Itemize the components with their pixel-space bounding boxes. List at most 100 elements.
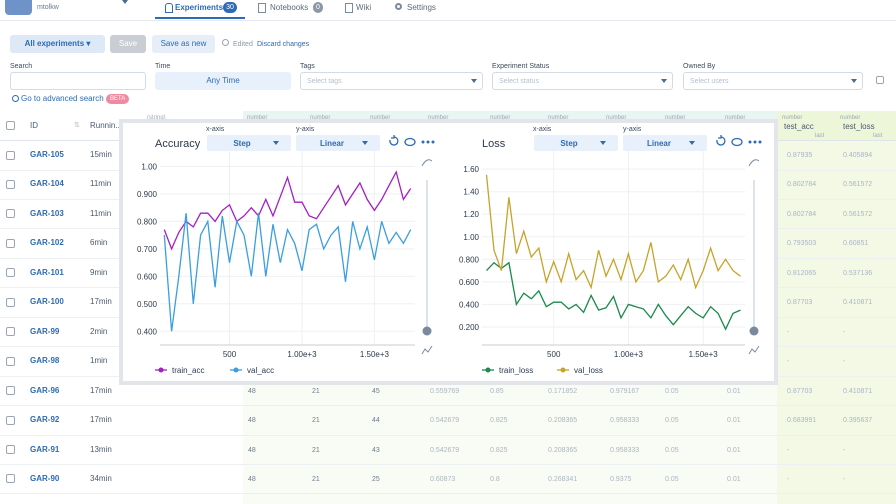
experiment-id[interactable]: GAR-102 bbox=[30, 238, 64, 248]
checkbox[interactable] bbox=[6, 474, 15, 484]
experiment-id[interactable]: GAR-98 bbox=[30, 356, 60, 366]
menu-dot[interactable] bbox=[758, 140, 762, 144]
legend-label: train_acc bbox=[172, 366, 204, 375]
series-line bbox=[485, 174, 741, 290]
experiment-id[interactable]: GAR-92 bbox=[30, 415, 60, 425]
header-bg bbox=[777, 111, 896, 140]
y-axis-select[interactable] bbox=[296, 135, 380, 151]
menu-dot[interactable] bbox=[421, 140, 425, 144]
checkbox[interactable] bbox=[6, 121, 15, 130]
tab[interactable]: Wiki bbox=[356, 3, 372, 12]
duration: 11min bbox=[90, 208, 112, 218]
test-acc: 0.87935 bbox=[787, 152, 813, 159]
experiment-id[interactable]: GAR-91 bbox=[30, 444, 60, 454]
save-button[interactable]: Save bbox=[110, 35, 146, 53]
tab[interactable]: Experiments bbox=[175, 3, 224, 12]
metric-cell: 0.979167 bbox=[610, 387, 640, 395]
visibility-icon[interactable] bbox=[404, 137, 416, 147]
column-type: number bbox=[840, 115, 861, 121]
reset-icon[interactable] bbox=[389, 135, 399, 146]
metric-cell: 48 bbox=[248, 417, 256, 425]
duration: 2min bbox=[90, 326, 108, 336]
experiment-id[interactable]: GAR-96 bbox=[30, 385, 60, 395]
column-sub: last bbox=[873, 133, 883, 139]
placeholder: Select status bbox=[499, 78, 540, 85]
visibility-icon[interactable] bbox=[731, 137, 743, 147]
tab-icon bbox=[258, 3, 266, 13]
slider-knob[interactable] bbox=[749, 326, 759, 336]
metric-cell: 0.208365 bbox=[548, 417, 578, 425]
y-tick-label: 0.200 bbox=[459, 323, 480, 332]
checkbox[interactable] bbox=[6, 179, 15, 189]
metric-cell: 0.825 bbox=[490, 446, 508, 454]
select-caret bbox=[600, 141, 606, 145]
filter-label: Tags bbox=[300, 63, 315, 70]
experiment-id[interactable]: GAR-103 bbox=[30, 208, 64, 218]
checkbox[interactable] bbox=[6, 297, 15, 307]
checkbox[interactable] bbox=[6, 415, 15, 425]
checkbox[interactable] bbox=[6, 356, 15, 366]
checkbox[interactable] bbox=[876, 76, 884, 84]
menu-dot[interactable] bbox=[748, 140, 752, 144]
x-tick-label: 500 bbox=[547, 350, 561, 359]
test-acc: 0.87703 bbox=[787, 299, 813, 307]
metric-cell: 0.01 bbox=[727, 475, 741, 483]
tab[interactable]: Notebooks bbox=[270, 3, 309, 12]
status-select[interactable]: Select status bbox=[492, 72, 673, 90]
metric-cell: 21 bbox=[312, 475, 320, 483]
y-tick-label: 1.00 bbox=[463, 233, 479, 242]
metric-cell: 0.05 bbox=[665, 475, 679, 483]
owner-select[interactable]: Select users bbox=[683, 72, 863, 90]
experiment-id[interactable]: GAR-90 bbox=[30, 473, 60, 483]
duration: 11min bbox=[90, 179, 112, 189]
experiment-id[interactable]: GAR-99 bbox=[30, 326, 60, 336]
experiment-id[interactable]: GAR-104 bbox=[30, 179, 64, 189]
checkbox[interactable] bbox=[6, 150, 15, 160]
y-tick-label: 0.400 bbox=[459, 300, 480, 309]
view-button[interactable]: All experiments ▾ bbox=[10, 35, 105, 53]
checkbox[interactable] bbox=[6, 327, 15, 337]
test-loss: 0.60851 bbox=[843, 240, 869, 248]
x-axis-select[interactable] bbox=[207, 135, 291, 151]
search-input[interactable] bbox=[10, 72, 146, 90]
checkbox[interactable] bbox=[6, 268, 15, 278]
checkbox[interactable] bbox=[6, 209, 15, 219]
experiment-id[interactable]: GAR-105 bbox=[30, 150, 64, 159]
checkbox[interactable] bbox=[6, 238, 15, 248]
menu-dot[interactable] bbox=[426, 140, 430, 144]
series-line bbox=[486, 261, 741, 331]
project-caret bbox=[122, 0, 128, 4]
filter-label: Owned By bbox=[683, 63, 716, 70]
discard-link[interactable]: Discard changes bbox=[257, 41, 310, 48]
test-loss: 0.410871 bbox=[843, 299, 873, 307]
view-label: All experiments bbox=[24, 39, 85, 48]
experiment-id[interactable]: GAR-100 bbox=[30, 297, 64, 307]
x-axis-select[interactable] bbox=[534, 135, 618, 151]
y-tick-label: 1.40 bbox=[463, 188, 479, 197]
checkbox[interactable] bbox=[6, 386, 15, 396]
experiment-id[interactable]: GAR-101 bbox=[30, 267, 64, 277]
chart-title: Accuracy bbox=[155, 138, 201, 150]
metric-cell: 44 bbox=[372, 417, 380, 425]
column-type: (string) bbox=[147, 115, 166, 121]
save-as-new-button[interactable]: Save as new bbox=[152, 35, 215, 53]
duration: 15min bbox=[90, 150, 112, 159]
tags-select[interactable]: Select tags bbox=[300, 72, 483, 90]
checkbox[interactable] bbox=[6, 445, 15, 454]
tab-badge: 0 bbox=[313, 2, 323, 13]
metric-cell: 0.958333 bbox=[610, 446, 640, 454]
placeholder: Select users bbox=[690, 78, 729, 85]
duration: 9min bbox=[90, 267, 108, 277]
menu-dot[interactable] bbox=[753, 140, 757, 144]
metric-cell: 0.208365 bbox=[548, 446, 578, 454]
time-select[interactable]: Any Time bbox=[155, 72, 291, 90]
menu-dot[interactable] bbox=[431, 140, 435, 144]
y-axis-select[interactable] bbox=[623, 135, 707, 151]
slider-knob[interactable] bbox=[422, 326, 432, 336]
advanced-search-link[interactable]: Go to advanced search bbox=[21, 94, 104, 103]
reset-icon[interactable] bbox=[716, 135, 726, 146]
top-bar bbox=[0, 0, 896, 21]
tab[interactable]: Settings bbox=[407, 3, 436, 12]
tab-badge: 30 bbox=[223, 2, 237, 13]
